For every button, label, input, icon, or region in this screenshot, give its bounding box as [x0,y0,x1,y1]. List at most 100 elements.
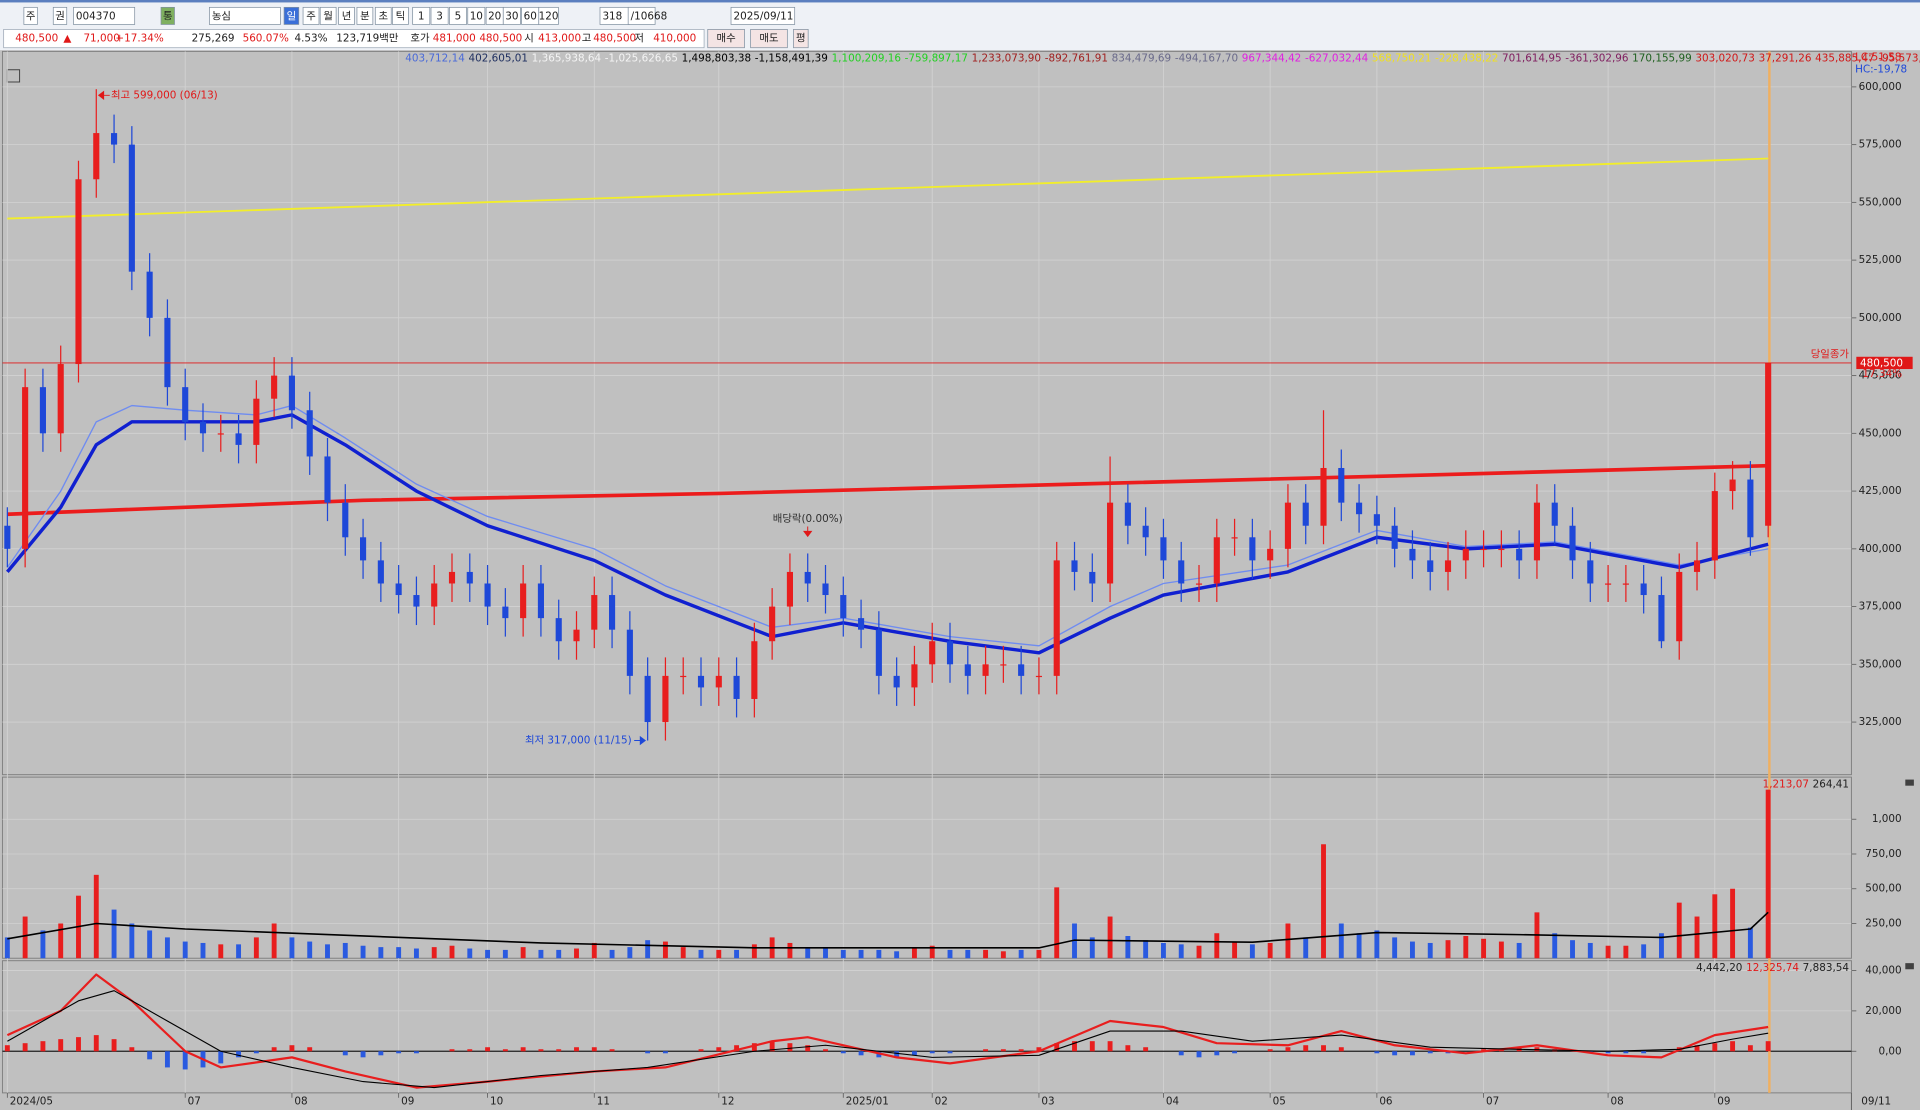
toolbar-label[interactable]: 권 [55,11,65,23]
indicator-value: -1,025,626,65 [605,53,678,65]
toolbar-label[interactable]: 318 [602,11,622,23]
indicator-value: 403,712,14 [405,53,465,65]
candle-body [1178,560,1185,584]
volume-bar [4,937,10,959]
volume-bar [1232,941,1238,959]
quote-value[interactable]: 매도 [759,33,779,45]
macd-histogram [556,1049,562,1052]
volume-bar [271,923,277,959]
quote-value[interactable]: 평 [796,33,806,45]
candle-body [573,629,580,642]
toolbar-label[interactable]: 초 [378,11,388,23]
indicator-value: -95,573,48 [1878,53,1920,65]
toolbar-button[interactable] [412,6,431,25]
volume-bar [467,948,473,959]
pane-button[interactable] [1905,779,1914,786]
candle-body [1089,571,1096,584]
toolbar-button[interactable] [356,6,374,25]
toolbar-label[interactable]: 농심 [212,11,231,23]
toolbar-button[interactable] [449,6,467,25]
toolbar-button[interactable] [302,6,320,25]
candle-body [1693,560,1701,572]
volume-bar [538,949,544,959]
toolbar-label[interactable]: 틱 [396,11,406,23]
toolbar-label[interactable]: 분 [360,11,370,23]
toolbar-button[interactable] [467,6,486,25]
toolbar-button[interactable] [73,6,136,25]
candle-body [644,675,651,723]
volume-bar [1000,951,1006,959]
macd-histogram [111,1039,117,1052]
candle-body [93,133,100,180]
toolbar-label[interactable]: 일 [287,10,297,23]
volume-bar [342,942,348,959]
volume-bar [1107,916,1113,959]
toolbar-button[interactable] [430,6,449,25]
pane-button[interactable] [1905,963,1914,970]
volume-bar [485,949,491,959]
toolbar-label[interactable]: 년 [342,11,352,23]
toolbar-label[interactable]: 60 [524,11,537,23]
toolbar-button[interactable] [392,6,409,25]
order-button[interactable] [750,29,788,49]
indicator-value: 1,365,938,64 [532,53,602,65]
toolbar-button[interactable] [23,6,38,25]
candle-body [786,571,793,607]
toolbar-label[interactable]: 2025/09/11 [733,11,793,23]
toolbar-button[interactable] [538,6,559,25]
candle-body [537,583,544,619]
toolbar-label[interactable]: 004370 [76,11,116,23]
volume-bar [236,944,242,959]
volume-bar [947,949,953,959]
toolbar-label[interactable]: 20 [488,11,501,23]
macd-histogram [1392,1051,1398,1056]
toolbar-button[interactable] [160,6,175,25]
macd-histogram [253,1051,259,1054]
candle-body [1569,525,1576,561]
x-tick-label: 03 [1041,1095,1054,1107]
macd-histogram [1072,1041,1077,1052]
toolbar-label[interactable]: 30 [505,11,518,23]
toolbar-label[interactable]: 120 [539,11,559,23]
candle-body [1356,502,1363,515]
toolbar-button[interactable] [627,6,656,25]
candle-body [448,571,456,584]
volume-bar [1516,942,1522,959]
toolbar-label[interactable]: 월 [323,11,333,23]
toolbar-label[interactable]: /10668 [631,11,668,23]
volume-bar [1552,933,1558,959]
candle-body [1107,502,1114,584]
toolbar-button[interactable] [209,6,281,25]
toolbar-label[interactable]: 10 [470,11,483,23]
toolbar-button[interactable] [319,6,337,25]
quote-value[interactable]: 매수 [717,33,736,45]
toolbar-button[interactable] [502,6,521,25]
toolbar-label[interactable]: 1 [418,11,425,23]
toolbar-button[interactable] [730,6,796,25]
toolbar-button[interactable] [52,6,68,25]
x-tick-label: 07 [188,1095,201,1107]
macd-histogram [645,1051,651,1054]
quote-value: 275,269 [192,33,235,45]
candle-body [609,595,616,630]
toolbar-button[interactable] [338,6,355,25]
x-tick-label: 10 [490,1095,503,1107]
candle-body [395,583,402,596]
volume-bar [1623,945,1629,959]
macd-histogram [58,1039,64,1052]
toolbar-label[interactable]: 주 [306,11,316,23]
volume-bar [1641,944,1647,959]
toolbar-label[interactable]: 3 [436,11,443,23]
candle-body [1284,502,1292,549]
macd-histogram [787,1043,793,1052]
toolbar-label[interactable]: 5 [455,11,462,23]
order-button[interactable] [707,29,745,49]
candle-body [1142,525,1149,538]
y-tick-label: 600,000 [1859,81,1902,93]
toolbar-button[interactable] [374,6,392,25]
macd-histogram [734,1045,740,1052]
toolbar-label[interactable]: 주 [26,11,36,23]
toolbar-label[interactable]: 통 [163,11,173,23]
order-button[interactable] [793,29,809,49]
toolbar-button[interactable] [283,6,300,25]
